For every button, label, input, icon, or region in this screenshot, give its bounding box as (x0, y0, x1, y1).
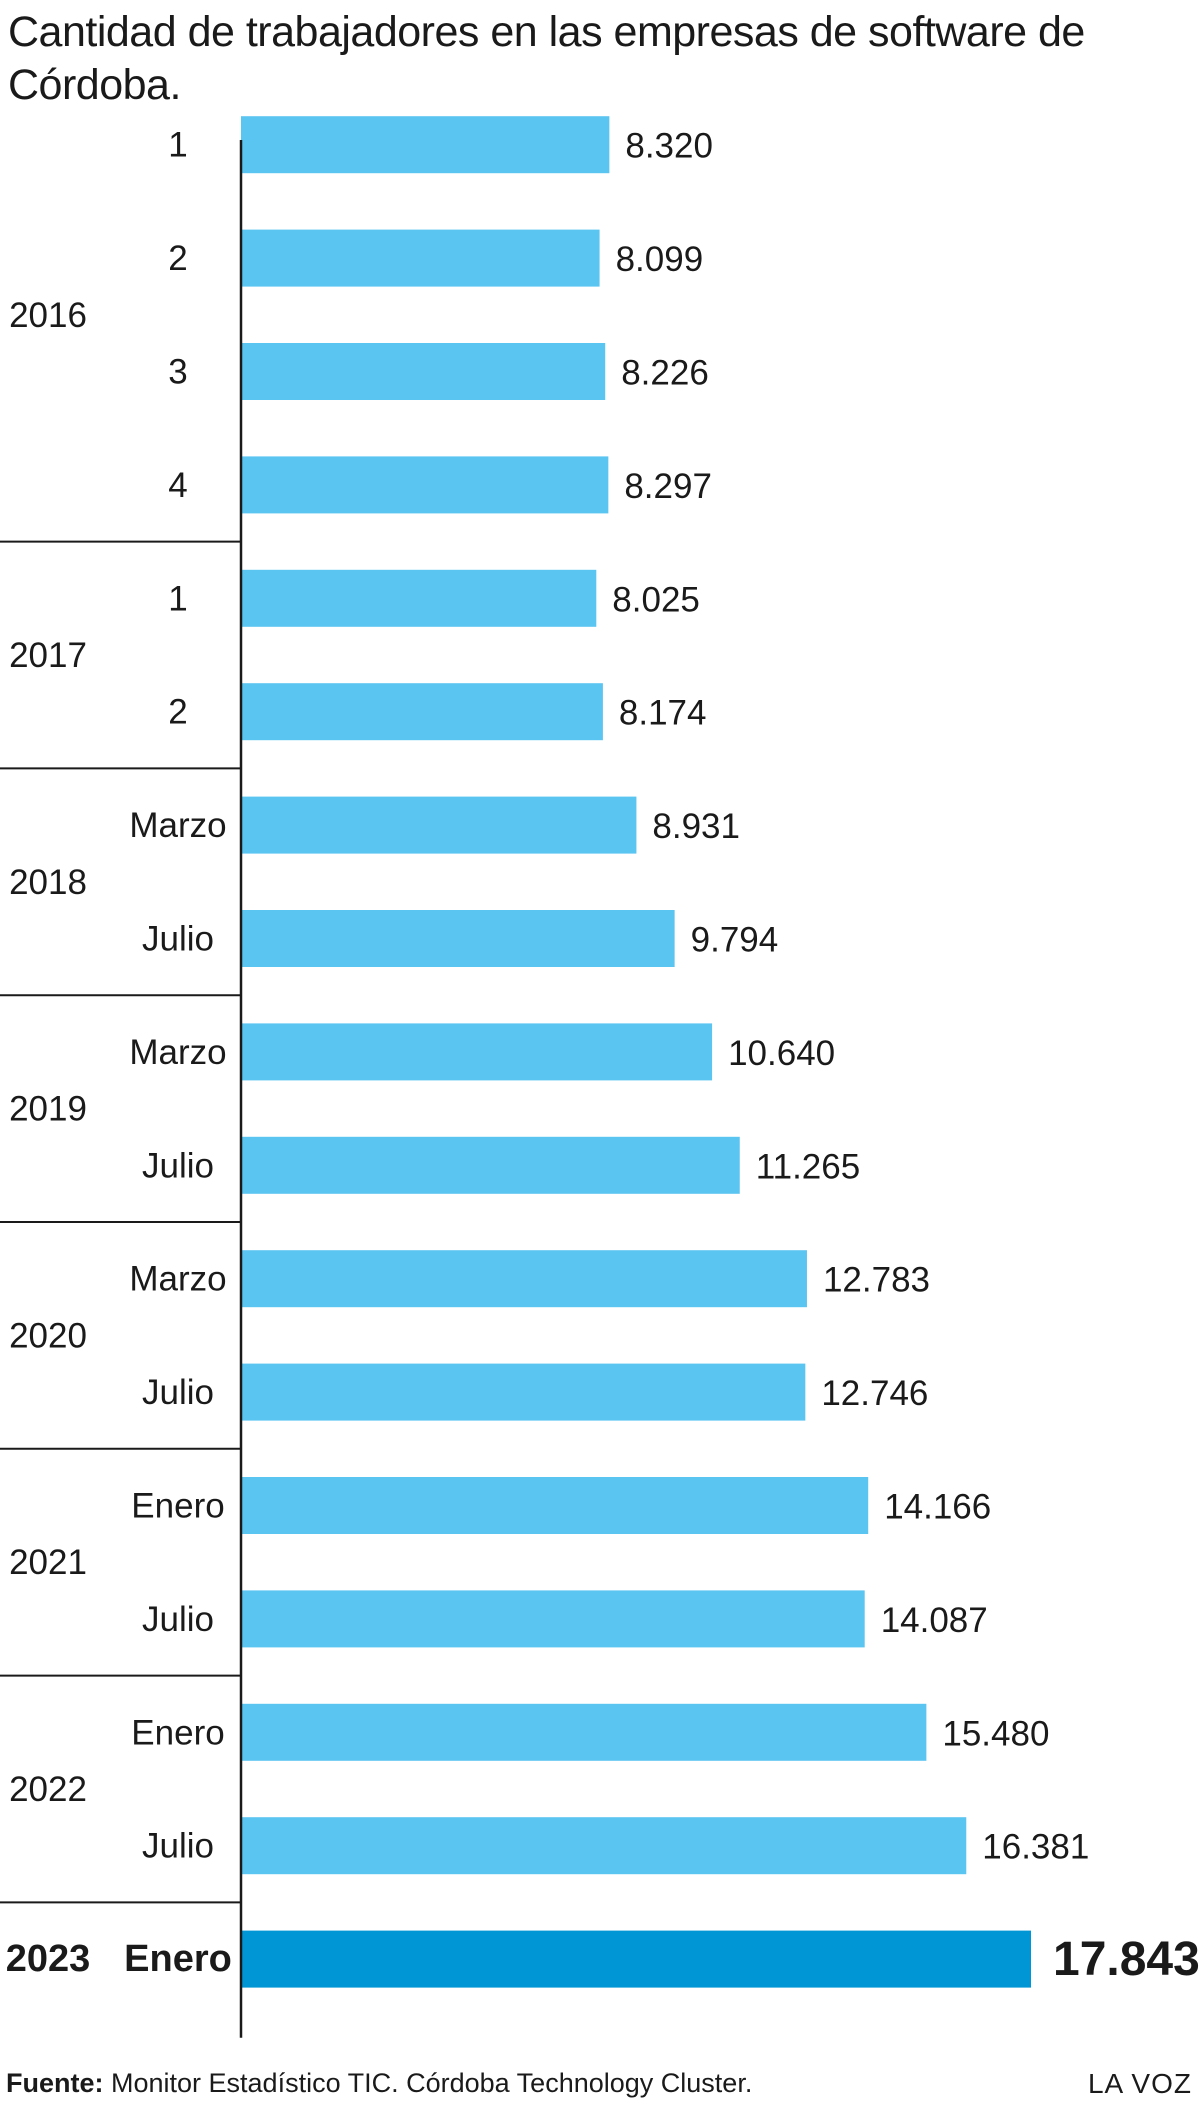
period-label: 3 (168, 353, 187, 392)
value-label: 9.794 (691, 921, 779, 960)
year-label-2019: 2019 (9, 1090, 87, 1129)
bar-2016-4 (241, 456, 609, 514)
period-label: Julio (142, 1600, 214, 1639)
year-label-2020: 2020 (9, 1316, 87, 1355)
value-label: 10.640 (728, 1034, 835, 1073)
value-label: 8.099 (616, 240, 704, 279)
bar-2016-1 (241, 116, 610, 174)
year-label-2016: 2016 (9, 296, 87, 335)
source-label: Fuente: (6, 2068, 104, 2098)
value-label: 8.320 (625, 127, 713, 166)
bar-2018-1 (241, 796, 637, 854)
value-label: 8.931 (652, 807, 740, 846)
value-label: 8.226 (621, 354, 709, 393)
bar-2018-2 (241, 910, 675, 967)
value-label: 16.381 (982, 1828, 1089, 1867)
year-label-2022: 2022 (9, 1770, 87, 1809)
period-label: 1 (168, 579, 187, 618)
bar-chart: 1 8.320 2 8.099 3 8.226 4 8.297 2016 1 8.025 2 8.174… (0, 116, 1200, 2038)
year-label-2018: 2018 (9, 863, 87, 902)
value-label: 8.174 (619, 694, 707, 733)
period-label: 2 (168, 239, 187, 278)
value-label: 8.025 (612, 580, 700, 619)
period-label: 2 (168, 693, 187, 732)
value-label: 14.087 (881, 1601, 988, 1640)
period-label: 1 (168, 126, 187, 165)
bar-2016-3 (241, 343, 606, 400)
bar-2020-1 (241, 1250, 807, 1308)
bar-2019-2 (241, 1136, 740, 1194)
year-label-2021: 2021 (9, 1543, 87, 1582)
period-label: Julio (142, 920, 214, 959)
bar-2017-2 (241, 683, 603, 741)
period-label: Enero (131, 1713, 224, 1752)
source-note: Fuente: Monitor Estadístico TIC. Córdoba… (6, 2068, 752, 2099)
bar-2016-2 (241, 229, 600, 287)
period-label: Marzo (129, 1033, 226, 1072)
brand-logo: LA VOZ (1087, 2068, 1192, 2099)
value-label: 8.297 (624, 467, 712, 506)
bar-2022-2 (241, 1817, 967, 1875)
period-label: Marzo (129, 1260, 226, 1299)
period-label: Julio (142, 1373, 214, 1412)
bar-2023-1 (241, 1930, 1031, 1988)
bar-2021-2 (241, 1590, 865, 1648)
period-label: Enero (131, 1487, 224, 1526)
period-label: Julio (142, 1146, 214, 1185)
period-label: Marzo (129, 806, 226, 845)
value-label: 14.166 (884, 1488, 991, 1527)
year-label-2023: 2023 (6, 1938, 91, 1980)
year-label-2017: 2017 (9, 636, 87, 675)
value-label: 12.783 (823, 1261, 930, 1300)
bar-2017-1 (241, 569, 597, 627)
value-label: 15.480 (942, 1714, 1049, 1753)
period-label: 4 (168, 466, 187, 505)
period-label: Julio (142, 1827, 214, 1866)
bar-2022-1 (241, 1703, 927, 1761)
bar-2021-1 (241, 1477, 869, 1534)
chart-title: Cantidad de trabajadores en las empresas… (8, 8, 1085, 109)
value-label: 17.843 (1053, 1933, 1200, 1986)
value-label: 12.746 (821, 1374, 928, 1413)
source-text: Monitor Estadístico TIC. Córdoba Technol… (103, 2068, 753, 2098)
period-label: Enero (124, 1938, 232, 1980)
value-label: 11.265 (756, 1147, 860, 1186)
bar-2020-2 (241, 1363, 806, 1421)
bar-2019-1 (241, 1023, 713, 1081)
